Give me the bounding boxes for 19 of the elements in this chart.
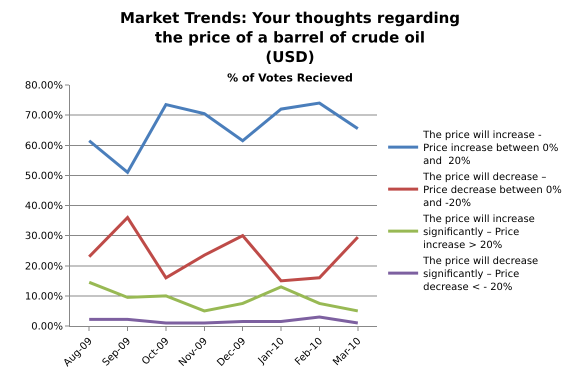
y-tick-label: 60.00% <box>24 140 63 152</box>
y-tick-label: 30.00% <box>24 231 63 242</box>
y-tick-label: 50.00% <box>24 170 63 182</box>
line-series <box>88 102 360 174</box>
line-series <box>88 280 360 312</box>
legend-label: The price will decrease – Price decrease between 0% and -20% <box>422 172 562 210</box>
y-tick-label: 20.00% <box>24 261 63 272</box>
legend-label: The price will increase significantly – Price increase > 20% <box>422 214 535 252</box>
line-series <box>88 216 360 282</box>
y-tick-label: 70.00% <box>24 110 63 122</box>
y-tick-label: 0.00% <box>31 322 63 332</box>
legend-label: The price will increase - Price increase between 0% and 20% <box>422 130 558 168</box>
y-tick-label: 10.00% <box>24 291 63 302</box>
line-series <box>88 315 360 324</box>
chart-title: Market Trends: Your thoughts regarding the price of a barrel of crude oil (USD) <box>120 8 460 66</box>
y-tick-label: 80.00% <box>24 80 63 92</box>
y-tick-label: 40.00% <box>24 201 63 212</box>
legend-label: The price will decrease significantly – Price decrease < - 20% <box>422 256 538 294</box>
chart-subtitle: % of Votes Recieved <box>227 71 353 84</box>
